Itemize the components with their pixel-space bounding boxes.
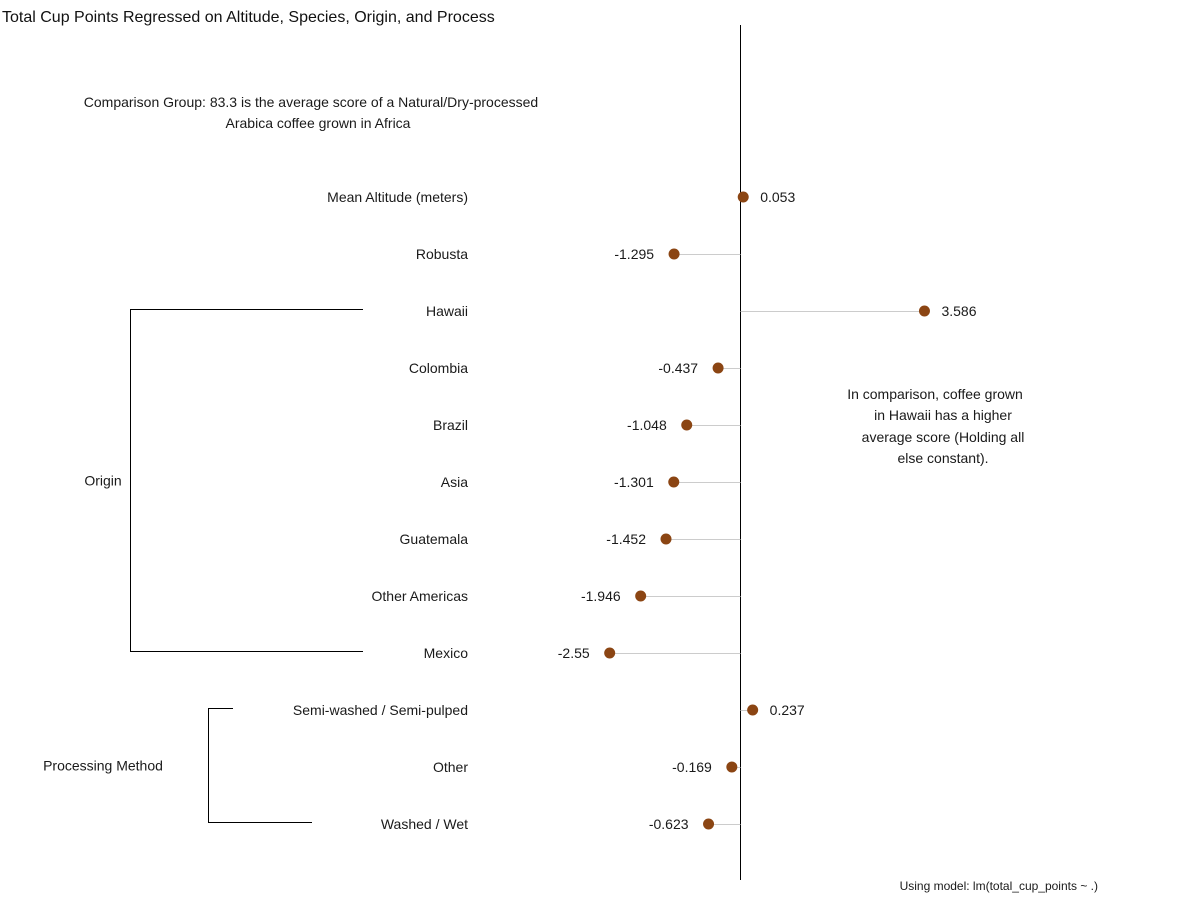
coefficient-point (712, 362, 724, 374)
category-label: Washed / Wet (381, 816, 468, 832)
group-bracket (208, 708, 312, 823)
category-label: Mean Altitude (meters) (327, 189, 468, 205)
category-label: Other (433, 759, 468, 775)
category-label: Colombia (409, 360, 468, 376)
category-label: Hawaii (426, 303, 468, 319)
category-label: Robusta (416, 246, 468, 262)
coefficient-point (681, 419, 693, 431)
value-label: 0.053 (760, 189, 795, 205)
category-labels: Mean Altitude (meters) Robusta Hawaii Colom… (293, 189, 468, 832)
value-label: 0.237 (770, 702, 805, 718)
category-label: Guatemala (400, 531, 469, 547)
value-label: -0.169 (672, 759, 712, 775)
hawaii-annotation-line-4: else constant). (897, 450, 988, 466)
value-label: -1.048 (627, 417, 667, 433)
category-label: Brazil (433, 417, 468, 433)
value-label: -1.295 (614, 246, 654, 262)
value-label: -2.55 (558, 645, 590, 661)
coefficient-point (918, 305, 930, 317)
group-brackets: Origin Processing Method (43, 309, 363, 823)
baseline-note-line-1: Comparison Group: 83.3 is the average sc… (84, 94, 538, 110)
hawaii-annotation-line-3: average score (Holding all (862, 429, 1025, 445)
hawaii-annotation-line-1: In comparison, coffee grown (847, 386, 1023, 402)
value-label: -1.946 (581, 588, 621, 604)
category-label: Other Americas (372, 588, 468, 604)
coefficient-point (726, 761, 738, 773)
coefficient-point (604, 647, 616, 659)
value-labels: 0.053 -1.295 3.586 -0.437 -1.048 -1.301 -1.452… (558, 189, 977, 832)
category-label: Mexico (424, 645, 469, 661)
group-label: Origin (84, 473, 121, 489)
model-caption: Using model: lm(total_cup_points ~ .) (900, 879, 1098, 893)
coefficient-segments (609, 197, 925, 825)
coefficient-points (604, 191, 930, 830)
value-label: -0.437 (658, 360, 698, 376)
category-label: Asia (441, 474, 468, 490)
coefficient-point (660, 533, 672, 545)
value-label: -0.623 (649, 816, 689, 832)
hawaii-annotation-line-2: in Hawaii has a higher (874, 407, 1012, 423)
coefficient-point (747, 704, 759, 716)
value-label: 3.586 (941, 303, 976, 319)
baseline-note-line-2: Arabica coffee grown in Africa (226, 115, 411, 131)
group-label: Processing Method (43, 758, 163, 774)
group-bracket (130, 309, 363, 652)
coefficient-point (703, 818, 715, 830)
coefficient-point (668, 476, 680, 488)
coefficient-point (737, 191, 749, 203)
coefficient-point (668, 248, 680, 260)
value-label: -1.301 (614, 474, 654, 490)
value-label: -1.452 (606, 531, 646, 547)
category-label: Semi-washed / Semi-pulped (293, 702, 468, 718)
chart-title: Total Cup Points Regressed on Altitude, … (2, 9, 495, 26)
coefficient-point (635, 590, 647, 602)
